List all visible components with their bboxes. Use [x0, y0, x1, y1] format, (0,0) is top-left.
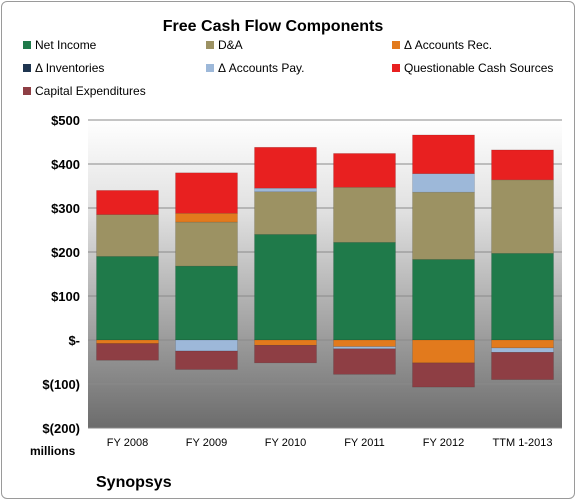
bar-segment-net-income	[412, 259, 475, 341]
x-tick-label: FY 2009	[186, 437, 227, 449]
bar-segment-capital-expenditures	[254, 344, 317, 364]
unit-label: millions	[30, 444, 76, 458]
bar-segment-net-income	[491, 253, 554, 341]
legend-label: D&A	[218, 38, 243, 52]
y-tick-label: $200	[51, 245, 80, 260]
y-tick-label: $(200)	[42, 421, 80, 436]
chart-title: Free Cash Flow Components	[163, 18, 384, 35]
bar-segment-accounts-pay	[333, 346, 396, 350]
x-tick-label: FY 2011	[344, 437, 385, 449]
bar-segment-d-a	[412, 191, 475, 260]
legend-label: Questionable Cash Sources	[404, 61, 553, 75]
bar-segment-questionable-cash-sources	[333, 153, 396, 188]
legend-label: Δ Accounts Rec.	[404, 38, 492, 52]
bar-segment-accounts-pay	[491, 347, 554, 353]
bar-segment-d-a	[491, 179, 554, 254]
legend-swatch	[206, 41, 214, 49]
bar-segment-questionable-cash-sources	[491, 149, 554, 181]
bar-segment-d-a	[96, 214, 159, 257]
y-tick-label: $400	[51, 157, 80, 172]
bar-segment-capital-expenditures	[175, 350, 238, 370]
bar-segment-d-a	[175, 221, 238, 267]
bar-segment-capital-expenditures	[333, 348, 396, 375]
bar-segment-questionable-cash-sources	[96, 190, 159, 215]
bar-segment-d-a	[333, 187, 396, 243]
legend-label: Δ Accounts Pay.	[218, 61, 305, 75]
legend: Net Income D&A Δ Accounts Rec. Δ Inventorie…	[23, 38, 553, 98]
bar-segment-accounts-rec	[412, 339, 475, 364]
x-tick-label: FY 2010	[265, 437, 306, 449]
bar-segment-d-a	[254, 191, 317, 235]
bar-segment-capital-expenditures	[491, 352, 554, 380]
x-tick-label: FY 2008	[107, 437, 148, 449]
y-tick-label: $-	[68, 333, 80, 348]
bar-segment-capital-expenditures	[412, 362, 475, 388]
y-tick-label: $300	[51, 201, 80, 216]
y-tick-label: $(100)	[42, 377, 80, 392]
bar-segment-net-income	[254, 234, 317, 341]
bar-segment-net-income	[175, 265, 238, 341]
bar-segment-accounts-rec	[96, 339, 159, 344]
bar-segment-questionable-cash-sources	[412, 134, 475, 174]
bar-segment-accounts-rec	[491, 339, 554, 349]
bar-segment-net-income	[333, 242, 396, 341]
legend-swatch	[392, 41, 400, 49]
bar-segment-accounts-pay	[254, 187, 317, 193]
bar-segment-accounts-rec	[333, 339, 396, 347]
bar-segment-accounts-pay	[175, 339, 238, 352]
bar-segment-accounts-rec	[175, 212, 238, 223]
legend-swatch	[23, 87, 31, 95]
legend-swatch	[392, 64, 400, 72]
y-tick-label: $100	[51, 289, 80, 304]
gridlines	[88, 119, 562, 429]
bars	[96, 134, 554, 388]
x-axis: FY 2008 FY 2009 FY 2010 FY 2011 FY 2012 TTM 1…	[107, 437, 553, 449]
legend-swatch	[23, 64, 31, 72]
x-tick-label: TTM 1-2013	[493, 437, 553, 449]
x-tick-label: FY 2012	[423, 437, 464, 449]
bar-segment-capital-expenditures	[96, 343, 159, 361]
y-tick-label: $500	[51, 113, 80, 128]
company-label: Synopsys	[96, 474, 172, 491]
plot-area	[88, 120, 562, 428]
legend-label: Capital Expenditures	[35, 84, 146, 98]
legend-swatch	[206, 64, 214, 72]
bar-segment-questionable-cash-sources	[254, 146, 317, 189]
bar-segment-accounts-pay	[412, 173, 475, 193]
bar-segment-accounts-rec	[254, 339, 317, 346]
legend-label: Net Income	[35, 38, 97, 52]
bar-segment-net-income	[96, 256, 159, 341]
y-axis: $500 $400 $300 $200 $100 $- $(100) $(200)	[42, 113, 80, 436]
bar-segment-questionable-cash-sources	[175, 172, 238, 214]
legend-label: Δ Inventories	[35, 61, 104, 75]
legend-swatch	[23, 41, 31, 49]
